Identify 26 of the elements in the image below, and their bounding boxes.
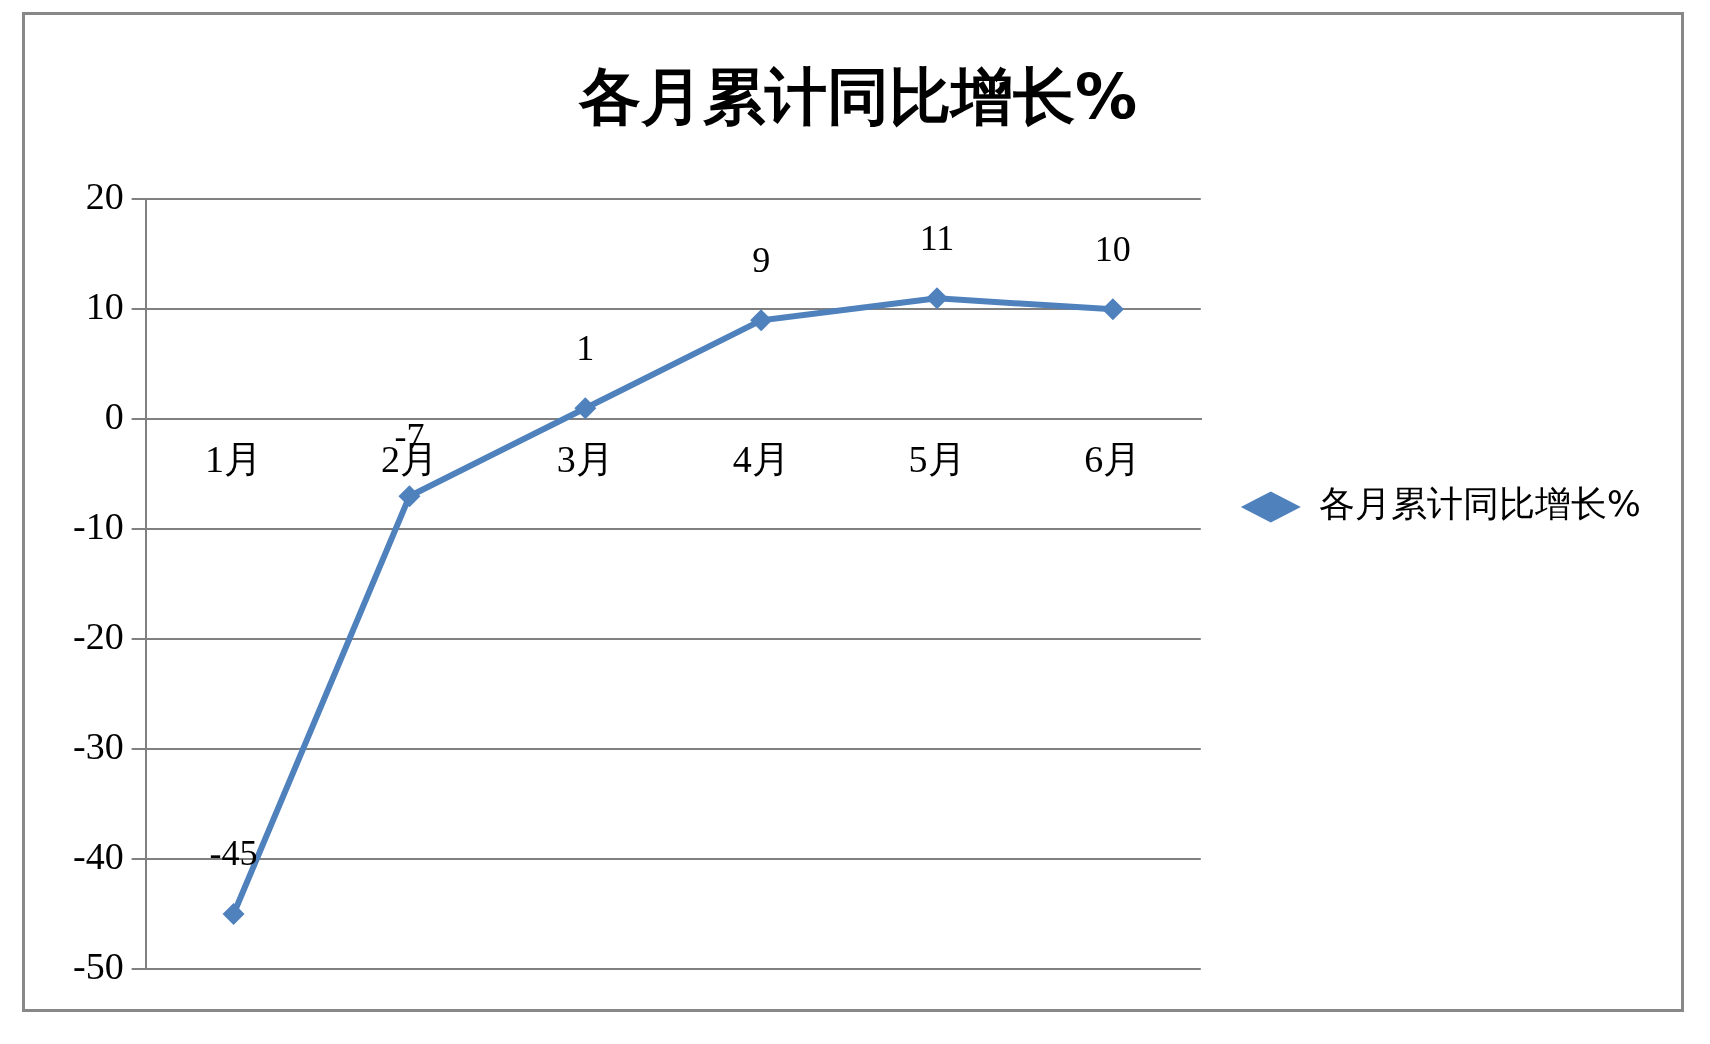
point (926, 287, 949, 310)
legend-label: 各月累计同比增长% (1318, 483, 1642, 525)
point (750, 309, 773, 332)
point (574, 397, 597, 420)
y-tick-label: 20 (85, 175, 124, 218)
data-label: 1 (576, 327, 595, 368)
data-label: 9 (752, 239, 771, 280)
x-tick-label: 3月 (556, 438, 614, 481)
chart-title: 各月累计同比增长% (577, 60, 1138, 134)
x-tick-label: 1月 (205, 438, 263, 481)
y-tick-label: -50 (73, 944, 124, 987)
data-label: 10 (1094, 228, 1131, 269)
point (1101, 298, 1124, 321)
y-tick-label: 10 (85, 285, 124, 328)
x-tick-label: 5月 (908, 438, 966, 481)
y-tick-label: -40 (73, 835, 124, 878)
y-tick-label: -10 (73, 505, 124, 548)
x-tick-label: 6月 (1084, 438, 1142, 481)
y-tick-label: 0 (104, 395, 124, 438)
point (222, 903, 245, 926)
x-tick-label: 4月 (732, 438, 790, 481)
point (398, 485, 421, 508)
data-label: -45 (209, 833, 258, 874)
y-tick-label: -30 (73, 725, 124, 768)
y-tick-label: -20 (73, 615, 124, 658)
data-label: 11 (919, 217, 955, 258)
